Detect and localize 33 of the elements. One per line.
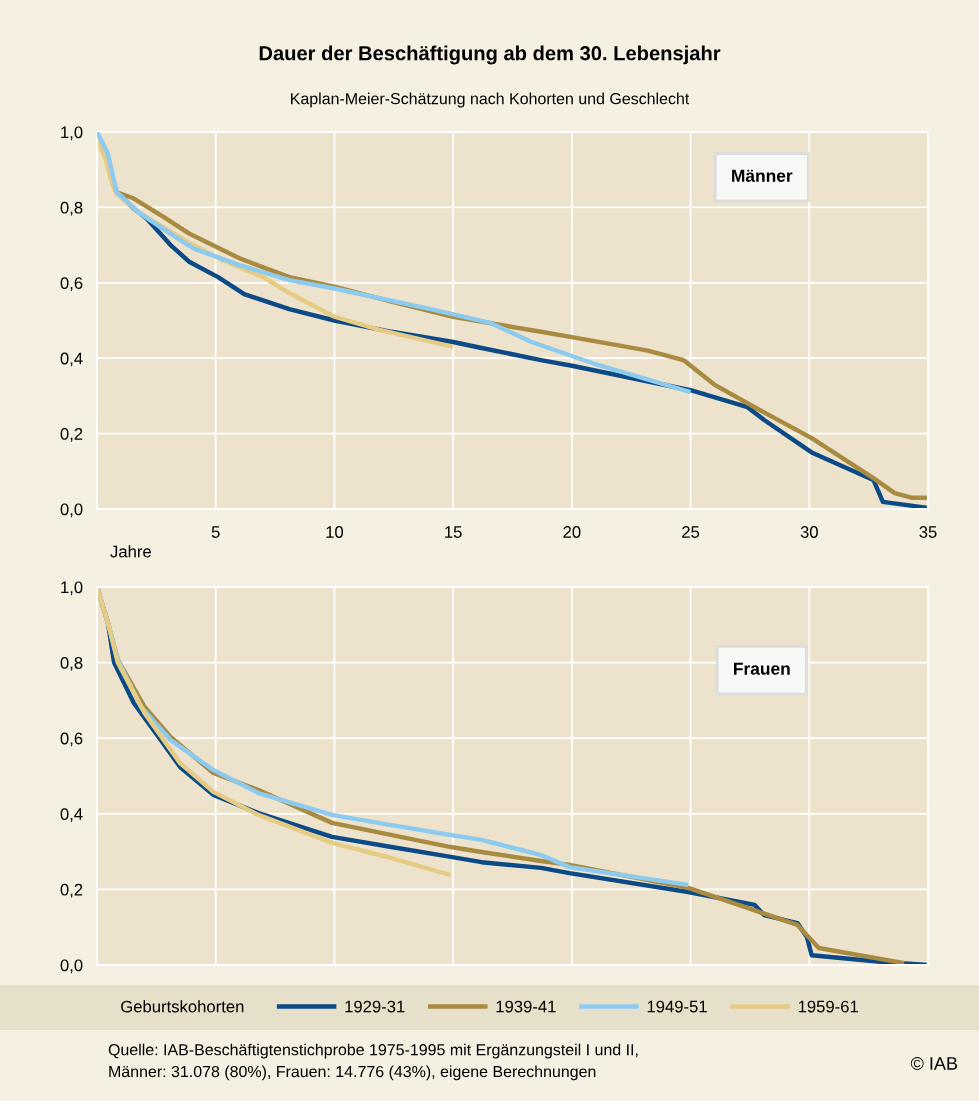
legend-label: 1949-51 <box>647 1000 707 1013</box>
legend-label: 1959-61 <box>798 1000 858 1013</box>
legend-title: Geburtskohorten <box>121 1000 244 1013</box>
y-tick-label: 1,0 <box>61 126 83 141</box>
annotation: Frauen <box>734 662 790 675</box>
x-tick-label: 25 <box>682 526 700 538</box>
y-tick-label: 0,8 <box>60 201 83 216</box>
legend-label: 1929-31 <box>345 1000 405 1013</box>
x-axis-title: Jahre <box>110 545 151 558</box>
x-tick-label: 10 <box>326 526 344 538</box>
y-tick-label: 1,0 <box>61 581 83 596</box>
y-tick-label: 0,6 <box>60 277 83 291</box>
annotation: Männer <box>732 169 793 182</box>
y-tick-label: 0,4 <box>60 352 83 367</box>
x-tick-label: 35 <box>919 526 937 538</box>
y-tick-label: 0,2 <box>60 883 83 898</box>
y-tick-label: 0,4 <box>60 808 83 822</box>
legend-label: 1939-41 <box>496 1000 556 1013</box>
line-series <box>97 587 453 878</box>
y-tick-label: 0,6 <box>60 732 83 747</box>
source-note: Quelle: IAB-Beschäftigtenstichprobe 1975-1995 mit Ergänzungsteil I und II, Männer: 31.078 (80%), Frauen: 14.776 (43%), eigene Berechnungen <box>108 1043 638 1081</box>
x-tick-label: 30 <box>800 526 818 538</box>
y-tick-label: 0,0 <box>60 959 83 974</box>
y-tick-label: 0,8 <box>60 657 83 671</box>
text: © IAB <box>910 1057 958 1070</box>
y-tick-label: 0,0 <box>60 503 83 518</box>
chart-title: Dauer der Beschäftigung ab dem 30. Lebensjahr <box>259 45 721 65</box>
x-tick-label: 15 <box>445 526 462 538</box>
chart-subtitle: Kaplan-Meier-Schätzung nach Kohorten und Geschlecht <box>291 92 690 108</box>
x-tick-label: 5 <box>211 526 220 538</box>
y-tick-label: 0,2 <box>60 428 83 442</box>
x-tick-label: 20 <box>563 526 581 538</box>
line-series <box>97 132 693 395</box>
